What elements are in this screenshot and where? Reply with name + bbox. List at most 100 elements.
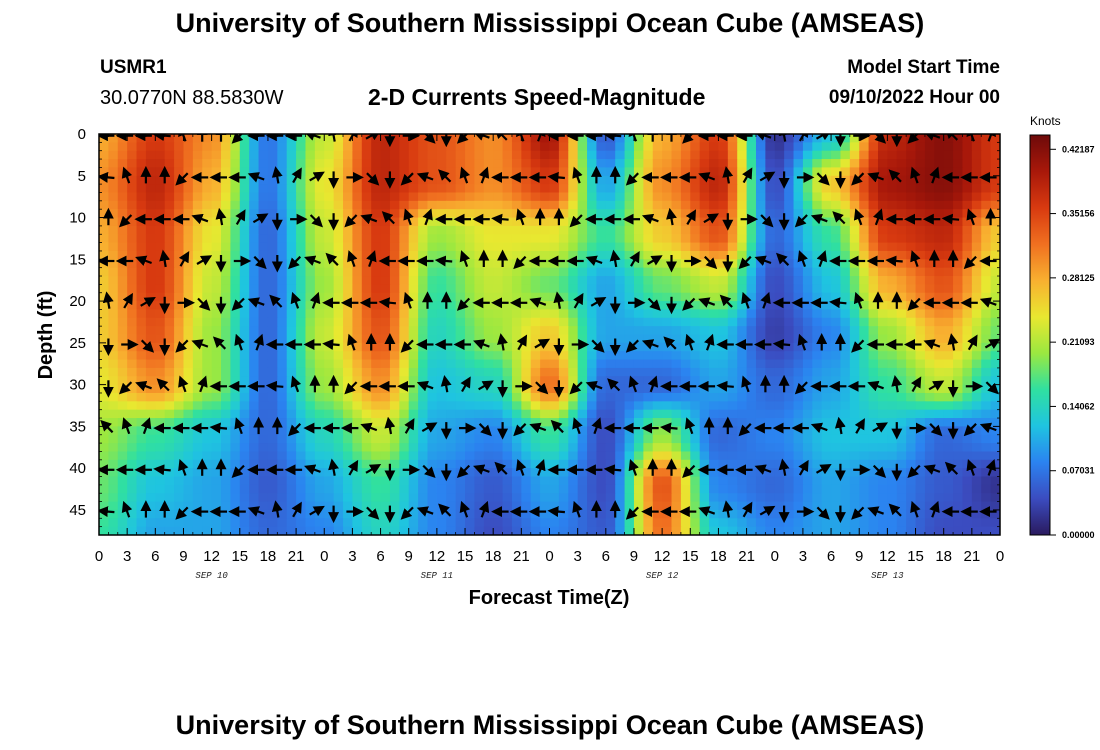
heat-cell bbox=[202, 468, 213, 478]
heat-cell bbox=[662, 242, 673, 252]
heat-cell bbox=[502, 250, 513, 260]
heat-cell bbox=[408, 242, 419, 252]
heat-cell bbox=[671, 367, 682, 377]
heat-cell bbox=[549, 476, 560, 486]
heat-cell bbox=[924, 234, 935, 244]
heat-cell bbox=[286, 242, 297, 252]
heat-cell bbox=[465, 225, 476, 235]
heat-cell bbox=[192, 351, 203, 361]
heat-cell bbox=[202, 476, 213, 486]
heat-cell bbox=[643, 501, 654, 511]
heat-cell bbox=[699, 334, 710, 344]
heat-cell bbox=[418, 184, 429, 194]
heat-cell bbox=[971, 426, 982, 436]
heat-cell bbox=[436, 367, 447, 377]
heat-cell bbox=[436, 276, 447, 285]
heat-cell bbox=[662, 476, 673, 486]
heat-cell bbox=[671, 351, 682, 361]
heat-cell bbox=[934, 242, 945, 252]
heat-cell bbox=[896, 192, 907, 202]
heat-cell bbox=[427, 401, 438, 411]
heat-cell bbox=[474, 484, 485, 494]
heat-cell bbox=[99, 225, 109, 235]
heat-cell bbox=[174, 142, 185, 152]
heat-cell bbox=[953, 192, 964, 202]
heat-cell bbox=[352, 384, 363, 394]
heat-cell bbox=[436, 150, 447, 160]
heat-cell bbox=[849, 250, 860, 260]
current-arrow bbox=[290, 291, 302, 309]
heat-cell bbox=[286, 142, 297, 152]
heat-cell bbox=[737, 267, 748, 277]
heat-cell bbox=[277, 301, 288, 311]
heat-cell bbox=[221, 493, 231, 503]
heat-cell bbox=[643, 250, 654, 260]
heat-cell bbox=[493, 259, 504, 269]
heat-cell bbox=[568, 159, 579, 169]
heat-cell bbox=[737, 175, 748, 185]
heat-cell bbox=[108, 392, 119, 402]
heat-cell bbox=[587, 225, 598, 235]
heat-cell bbox=[108, 468, 119, 478]
heat-cell bbox=[502, 493, 513, 503]
heat-cell bbox=[849, 217, 860, 227]
heat-cell bbox=[859, 401, 870, 411]
heat-cell bbox=[183, 351, 194, 361]
heat-cell bbox=[812, 501, 823, 511]
heat-cell bbox=[633, 493, 644, 503]
heat-cell bbox=[127, 459, 138, 469]
heat-cell bbox=[418, 443, 429, 453]
heat-cell bbox=[145, 501, 156, 511]
heat-cell bbox=[774, 326, 785, 336]
heat-cell bbox=[305, 443, 316, 453]
heat-cell bbox=[211, 134, 222, 143]
heat-cell bbox=[746, 301, 757, 311]
heat-cell bbox=[971, 359, 982, 369]
current-arrow bbox=[121, 166, 133, 184]
heat-cell bbox=[436, 267, 447, 277]
heat-cell bbox=[727, 376, 738, 386]
heat-cell bbox=[896, 451, 907, 461]
heat-cell bbox=[380, 276, 391, 285]
heat-cell bbox=[192, 150, 203, 160]
heat-cell bbox=[831, 267, 842, 277]
heat-cell bbox=[558, 292, 569, 302]
heat-cell bbox=[108, 225, 119, 235]
heat-cell bbox=[671, 518, 682, 528]
heat-cell bbox=[436, 317, 447, 327]
heat-cell bbox=[953, 234, 964, 244]
heat-cell bbox=[680, 392, 691, 402]
current-arrow bbox=[923, 339, 941, 350]
heat-cell bbox=[868, 250, 879, 260]
heat-cell bbox=[305, 267, 316, 277]
heat-cell bbox=[596, 451, 607, 461]
heat-cell bbox=[943, 159, 954, 169]
heat-cell bbox=[183, 317, 194, 327]
heat-cell bbox=[230, 493, 241, 503]
heat-cell bbox=[108, 426, 119, 436]
heat-cell bbox=[859, 376, 870, 386]
heat-cell bbox=[361, 167, 372, 177]
heat-cell bbox=[502, 351, 513, 361]
heat-cell bbox=[296, 259, 307, 269]
heat-cell bbox=[521, 259, 532, 269]
heat-cell bbox=[427, 284, 438, 294]
heat-cell bbox=[230, 409, 241, 419]
heat-cell bbox=[427, 409, 438, 419]
heat-cell bbox=[971, 159, 982, 169]
heat-cell bbox=[615, 443, 626, 453]
heat-cell bbox=[521, 459, 532, 469]
heat-cell bbox=[558, 376, 569, 386]
heat-cell bbox=[314, 518, 325, 528]
heat-cell bbox=[530, 401, 541, 411]
heat-cell bbox=[558, 225, 569, 235]
heat-cell bbox=[389, 134, 400, 143]
heat-cell bbox=[671, 392, 682, 402]
heat-cell bbox=[530, 451, 541, 461]
heat-cell bbox=[192, 409, 203, 419]
heat-cell bbox=[652, 409, 663, 419]
heat-cell bbox=[662, 200, 673, 210]
heat-cell bbox=[202, 225, 213, 235]
heat-cell bbox=[155, 493, 166, 503]
heat-cell bbox=[906, 376, 917, 386]
